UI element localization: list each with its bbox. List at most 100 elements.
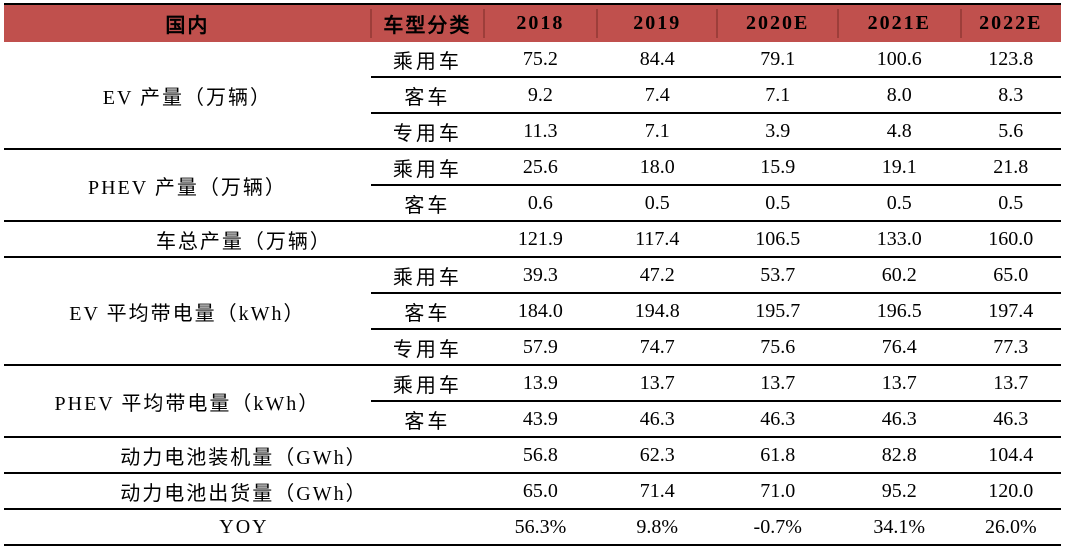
value-cell: 0.6 <box>483 185 597 222</box>
table-row: YOY 56.3% 9.8% -0.7% 34.1% 26.0% <box>4 509 1061 546</box>
value-cell: -0.7% <box>717 509 838 546</box>
value-cell: 65.0 <box>483 473 597 510</box>
value-cell: 104.4 <box>960 437 1061 474</box>
table-row: 动力电池装机量（GWh） 56.8 62.3 61.8 82.8 104.4 <box>4 437 1061 474</box>
value-cell: 13.7 <box>960 365 1061 402</box>
value-cell: 5.6 <box>960 113 1061 150</box>
value-cell: 13.7 <box>837 365 961 402</box>
value-cell: 65.0 <box>960 257 1061 294</box>
value-cell: 71.0 <box>717 473 838 510</box>
value-cell: 133.0 <box>837 221 961 258</box>
value-cell: 53.7 <box>717 257 838 294</box>
row-label-cell: 动力电池出货量（GWh） <box>4 473 484 510</box>
header-cell: 车型分类 <box>369 3 484 42</box>
value-cell: 39.3 <box>483 257 597 294</box>
header-cell: 2021E <box>836 3 961 42</box>
value-cell: 71.4 <box>596 473 718 510</box>
table-row: PHEV 产量（万辆） 乘用车 25.6 18.0 15.9 19.1 21.8 <box>4 149 1061 222</box>
value-cell: 7.1 <box>596 113 718 150</box>
group-label-cell: PHEV 平均带电量（kWh） <box>4 365 371 438</box>
row-label-cell: 动力电池装机量（GWh） <box>4 437 484 474</box>
category-cell: 专用车 <box>370 113 484 150</box>
value-cell: 197.4 <box>960 293 1061 330</box>
category-cell: 乘用车 <box>370 365 484 402</box>
value-cell: 57.9 <box>483 329 597 366</box>
group-label-cell: PHEV 产量（万辆） <box>4 149 371 222</box>
group-label-cell: EV 产量（万辆） <box>4 42 371 150</box>
value-cell: 11.3 <box>483 113 597 150</box>
table-row: 客车 0.6 0.5 0.5 0.5 0.5 <box>4 185 1061 222</box>
value-cell: 77.3 <box>960 329 1061 366</box>
value-cell: 46.3 <box>837 401 961 438</box>
value-cell: 43.9 <box>483 401 597 438</box>
group-label-cell: EV 平均带电量（kWh） <box>4 257 371 366</box>
value-cell: 8.3 <box>960 77 1061 114</box>
value-cell: 76.4 <box>837 329 961 366</box>
table-row: 动力电池出货量（GWh） 65.0 71.4 71.0 95.2 120.0 <box>4 473 1061 510</box>
table-row: 客车 9.2 7.4 7.1 8.0 8.3 <box>4 77 1061 114</box>
value-cell: 4.8 <box>837 113 961 150</box>
value-cell: 82.8 <box>837 437 961 474</box>
value-cell: 9.8% <box>596 509 718 546</box>
value-cell: 34.1% <box>837 509 961 546</box>
row-label-cell: 车总产量（万辆） <box>4 221 484 258</box>
value-cell: 106.5 <box>717 221 838 258</box>
category-cell: 乘用车 <box>370 149 484 186</box>
value-cell: 21.8 <box>960 149 1061 186</box>
value-cell: 0.5 <box>837 185 961 222</box>
table-row: EV 平均带电量（kWh） 乘用车 39.3 47.2 53.7 60.2 65.0 <box>4 257 1061 366</box>
value-cell: 18.0 <box>596 149 718 186</box>
header-cell: 国内 <box>4 3 371 42</box>
value-cell: 60.2 <box>837 257 961 294</box>
category-cell: 客车 <box>370 185 484 222</box>
value-cell: 117.4 <box>596 221 718 258</box>
value-cell: 46.3 <box>960 401 1061 438</box>
value-cell: 7.1 <box>717 77 838 114</box>
data-table: 国内 车型分类 2018 2019 2020E 2021E 2022E EV 产量（万辆）乘… <box>4 3 1061 546</box>
value-cell: 9.2 <box>483 77 597 114</box>
category-cell: 客车 <box>370 77 484 114</box>
value-cell: 74.7 <box>596 329 718 366</box>
value-cell: 75.6 <box>717 329 838 366</box>
value-cell: 62.3 <box>596 437 718 474</box>
value-cell: 46.3 <box>717 401 838 438</box>
value-cell: 121.9 <box>483 221 597 258</box>
value-cell: 100.6 <box>837 42 961 78</box>
row-label-cell: YOY <box>4 509 484 546</box>
table-row: 客车 43.9 46.3 46.3 46.3 46.3 <box>4 401 1061 438</box>
value-cell: 3.9 <box>717 113 838 150</box>
table-body: EV 产量（万辆） 乘用车 75.2 84.4 79.1 100.6 123.8 客车 9.2 7… <box>4 42 1061 546</box>
value-cell: 196.5 <box>837 293 961 330</box>
value-cell: 160.0 <box>960 221 1061 258</box>
header-cell: 2020E <box>716 3 838 42</box>
value-cell: 75.2 <box>483 42 597 78</box>
value-cell: 0.5 <box>596 185 718 222</box>
value-cell: 123.8 <box>960 42 1061 78</box>
category-cell: 客车 <box>370 293 484 330</box>
table-row: 专用车 57.9 74.7 75.6 76.4 77.3 <box>4 329 1061 366</box>
value-cell: 195.7 <box>717 293 838 330</box>
header-cell: 2018 <box>482 3 597 42</box>
value-cell: 25.6 <box>483 149 597 186</box>
value-cell: 120.0 <box>960 473 1061 510</box>
value-cell: 19.1 <box>837 149 961 186</box>
header-cell: 2019 <box>595 3 718 42</box>
value-cell: 56.3% <box>483 509 597 546</box>
value-cell: 26.0% <box>960 509 1061 546</box>
header-row: 国内 车型分类 2018 2019 2020E 2021E 2022E <box>4 3 1061 42</box>
value-cell: 79.1 <box>717 42 838 78</box>
category-cell: 乘用车 <box>370 257 484 294</box>
value-cell: 13.9 <box>483 365 597 402</box>
value-cell: 56.8 <box>483 437 597 474</box>
value-cell: 84.4 <box>596 42 718 78</box>
value-cell: 61.8 <box>717 437 838 474</box>
value-cell: 95.2 <box>837 473 961 510</box>
value-cell: 8.0 <box>837 77 961 114</box>
value-cell: 184.0 <box>483 293 597 330</box>
table-row: 专用车 11.3 7.1 3.9 4.8 5.6 <box>4 113 1061 150</box>
category-cell: 专用车 <box>370 329 484 366</box>
value-cell: 194.8 <box>596 293 718 330</box>
value-cell: 46.3 <box>596 401 718 438</box>
table-row: PHEV 平均带电量（kWh） 乘用车 13.9 13.7 13.7 13.7 13.7 <box>4 365 1061 438</box>
